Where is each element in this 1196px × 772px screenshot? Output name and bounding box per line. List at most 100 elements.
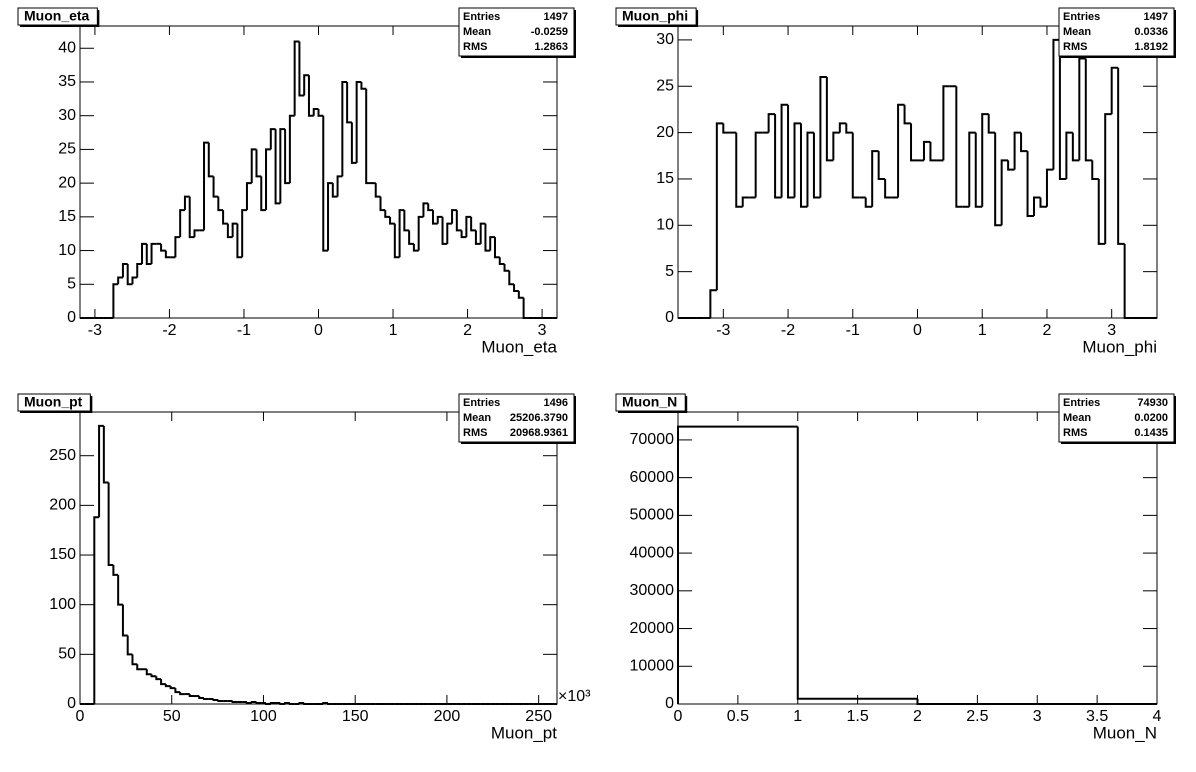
x-tick-label: 2: [913, 708, 922, 725]
histogram-bin: [112, 283, 119, 318]
x-axis-label: Muon_eta: [481, 337, 557, 356]
histogram-bin: [955, 86, 963, 208]
histogram-bin: [446, 222, 453, 244]
histogram-bin: [1110, 66, 1119, 115]
histogram-bin: [508, 270, 515, 286]
histogram-bin: [317, 108, 324, 117]
y-tick-label: 15: [656, 170, 674, 187]
histogram-bin: [1026, 151, 1035, 218]
histogram-bin: [288, 114, 295, 184]
x-tick-label: 1.5: [847, 708, 869, 725]
histogram-bin: [799, 123, 808, 208]
x-tick-label: 2.5: [966, 708, 988, 725]
y-tick-label: 10000: [630, 657, 675, 674]
x-tick-label: 1: [389, 322, 398, 339]
histogram-bin: [1104, 113, 1112, 244]
histogram-bin: [341, 80, 348, 177]
y-tick-label: 0: [67, 309, 76, 326]
histogram-bin: [365, 88, 371, 185]
histogram-bin: [871, 150, 879, 207]
histogram-bin: [465, 215, 472, 238]
histogram-bin: [245, 182, 252, 211]
y-tick-label: 0: [665, 695, 674, 712]
histogram-bin: [1123, 243, 1132, 319]
stats-box: Entries 1496 Mean 25206.3790 RMS 20968.9361: [458, 393, 576, 444]
x-tick-label: 250: [525, 708, 552, 725]
histogram-bin: [374, 183, 381, 198]
histogram-bin: [398, 209, 405, 258]
histogram-bin: [298, 41, 305, 97]
histogram-bin: [403, 210, 410, 232]
stats-value: -0.0259: [531, 26, 568, 38]
stats-value: 0.0336: [1134, 26, 1168, 38]
histogram-bin: [255, 149, 262, 178]
histogram-bin: [470, 216, 476, 232]
stats-value: 1497: [544, 11, 568, 23]
y-tick-label: 70000: [630, 431, 675, 448]
histogram-bin: [916, 698, 1038, 705]
histogram-bin: [1020, 132, 1028, 153]
x-tick-label: 2: [1043, 322, 1052, 339]
histogram-bin: [150, 674, 157, 678]
y-tick-label: 15: [58, 208, 76, 225]
histogram-bin: [346, 81, 352, 124]
title-frame: [615, 393, 686, 412]
histogram-pad: 0 50 100 150 200 250050100150200250Muon_pt×10…: [17, 393, 591, 742]
histogram-bin: [303, 703, 309, 705]
histogram-bin: [145, 669, 152, 676]
x-axis-exponent: ×10³: [558, 688, 591, 705]
histogram-bin: [819, 75, 827, 198]
histogram-bin: [812, 132, 821, 199]
histogram-bin: [484, 223, 491, 252]
histogram-bin: [735, 132, 743, 208]
histogram-bin: [217, 196, 224, 212]
stats-name: Entries: [463, 11, 500, 23]
histogram-bin: [474, 230, 481, 245]
histogram-bin: [851, 132, 860, 199]
histogram-bin: [126, 264, 133, 286]
stats-name: Entries: [1063, 11, 1100, 23]
stats-value: 0.1435: [1134, 427, 1168, 439]
histogram-bin: [198, 696, 205, 700]
title-box: Muon_N: [615, 393, 688, 413]
stats-name: RMS: [463, 41, 487, 53]
histogram-bin: [117, 276, 123, 285]
histogram-bin: [1097, 178, 1106, 245]
histogram-bin: [226, 223, 233, 239]
stats-frame: [1058, 7, 1175, 57]
stats-name: RMS: [1063, 427, 1087, 439]
histogram-bin: [422, 202, 429, 217]
histogram-bin: [284, 702, 290, 705]
histogram-bin: [1084, 58, 1093, 162]
histogram-bin: [250, 701, 257, 704]
x-tick-label: 3.5: [1086, 708, 1108, 725]
histogram-bin: [288, 703, 295, 705]
x-tick-label: 200: [434, 708, 461, 725]
x-tick-label: -2: [162, 322, 176, 339]
histogram-bin: [164, 250, 171, 259]
histogram-bin: [389, 216, 395, 225]
histogram-bin: [910, 123, 918, 162]
stats-value: 74930: [1137, 397, 1168, 409]
histogram-bin: [160, 243, 166, 252]
histogram-bin: [1117, 67, 1125, 245]
histogram-bin: [179, 692, 185, 696]
histogram-bin: [250, 148, 257, 184]
stats-value: 1.8192: [1134, 41, 1168, 53]
x-tick-label: 4: [1153, 708, 1162, 725]
title-box: Muon_eta: [17, 7, 100, 27]
histogram-bin: [825, 76, 834, 162]
histogram-bin: [222, 210, 228, 225]
stats-name: Entries: [1063, 397, 1100, 409]
histogram-bin: [722, 123, 730, 134]
histogram-bin: [845, 123, 853, 134]
histogram-bin: [427, 203, 433, 212]
title-box: Muon_phi: [615, 7, 699, 27]
histogram-bin: [796, 426, 918, 700]
stats-box: Entries 74930 Mean 0.0200 RMS 0.1435: [1058, 393, 1176, 444]
histogram-bin: [1039, 197, 1047, 208]
histogram-bin: [715, 122, 724, 291]
histogram-bin: [298, 702, 305, 705]
x-tick-label: 50: [163, 708, 181, 725]
